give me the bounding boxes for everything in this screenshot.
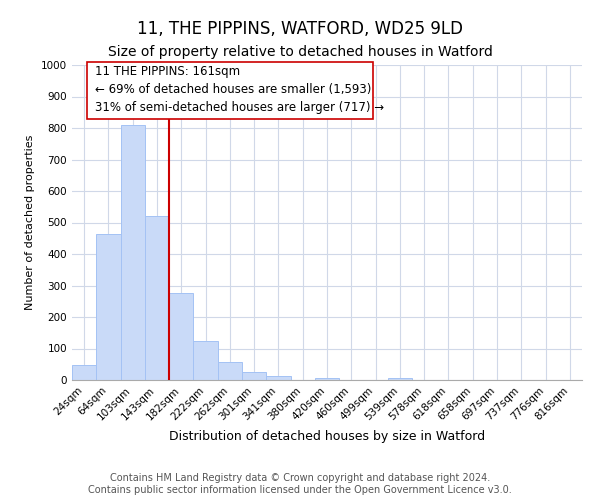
Bar — [169, 294, 193, 380]
Bar — [315, 378, 339, 380]
Bar — [72, 365, 96, 380]
Text: 11 THE PIPPINS: 161sqm
← 69% of detached houses are smaller (1,593)
31% of semi-: 11 THE PIPPINS: 161sqm ← 69% of detached… — [95, 65, 384, 114]
Bar — [242, 372, 266, 380]
Bar — [388, 378, 412, 380]
Y-axis label: Number of detached properties: Number of detached properties — [25, 135, 35, 310]
Bar — [145, 216, 169, 380]
FancyBboxPatch shape — [88, 62, 373, 118]
X-axis label: Distribution of detached houses by size in Watford: Distribution of detached houses by size … — [169, 430, 485, 443]
Text: 11, THE PIPPINS, WATFORD, WD25 9LD: 11, THE PIPPINS, WATFORD, WD25 9LD — [137, 20, 463, 38]
Bar — [96, 234, 121, 380]
Text: Contains HM Land Registry data © Crown copyright and database right 2024.
Contai: Contains HM Land Registry data © Crown c… — [88, 474, 512, 495]
Bar — [218, 362, 242, 380]
Bar — [193, 340, 218, 380]
Bar — [266, 376, 290, 380]
Bar — [121, 125, 145, 380]
Text: Size of property relative to detached houses in Watford: Size of property relative to detached ho… — [107, 45, 493, 59]
